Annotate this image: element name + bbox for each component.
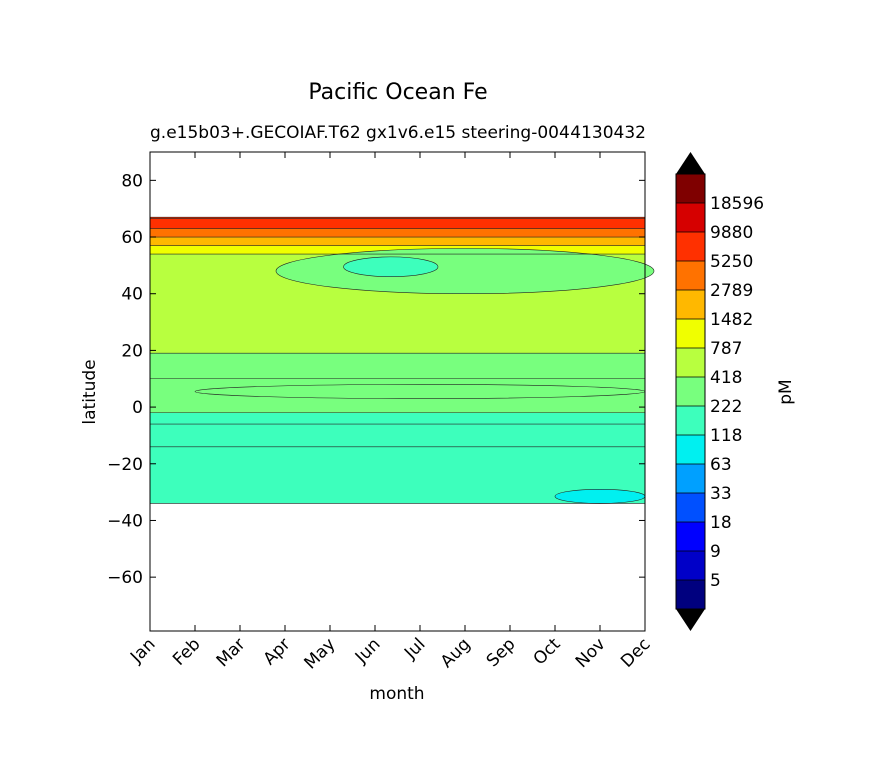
contour-band-9 (150, 424, 645, 447)
y-tick-label: −40 (107, 511, 143, 531)
plot-area (149, 151, 655, 632)
plot-frame (149, 151, 646, 632)
colorbar-swatch (676, 348, 705, 377)
colorbar-swatch (676, 580, 705, 609)
contour-band-6 (150, 353, 645, 379)
colorbar-swatch (676, 493, 705, 522)
colorbar-tick-label: 18 (710, 513, 732, 533)
y-axis: 80 60 40 20 0 −20 −40 −60 (107, 171, 645, 588)
x-tick-label: Apr (260, 634, 295, 669)
x-tick-label: Feb (169, 634, 204, 669)
colorbar-over-arrow (676, 152, 705, 174)
colorbar-tick-label: 63 (710, 455, 732, 475)
chart-subtitle: g.e15b03+.GECOIAF.T62 gx1v6.e15 steering… (150, 123, 570, 143)
colorbar-tick-label: 2789 (710, 281, 753, 301)
x-tick-label: Aug (437, 634, 475, 672)
colorbar-label: pM (776, 379, 796, 404)
colorbar: 5 9 18 33 63 118 222 418 787 1482 2789 5250 9880 1859… (675, 152, 764, 631)
colorbar-under-arrow (676, 609, 705, 631)
colorbar-swatch (676, 319, 705, 348)
colorbar-tick-label: 9 (710, 542, 721, 562)
x-tick-label: Jul (400, 634, 429, 663)
x-tick-label: Mar (213, 634, 250, 671)
contour-band-2 (150, 228, 645, 238)
south-pacific-aqua-patch (554, 488, 646, 504)
x-tick-label: Nov (572, 634, 610, 672)
colorbar-swatch (676, 435, 705, 464)
y-tick-label: 20 (121, 341, 143, 361)
x-axis-label: month (369, 684, 424, 704)
colorbar-tick-label: 1482 (710, 310, 753, 330)
colorbar-tick-label: 5 (710, 571, 721, 591)
colorbar-tick-label: 222 (710, 397, 742, 417)
colorbar-tick-label: 9880 (710, 223, 753, 243)
colorbar-swatch (676, 522, 705, 551)
north-pacific-green-patch (275, 248, 655, 295)
colorbar-tick-label: 418 (710, 368, 742, 388)
colorbar-swatch (676, 377, 705, 406)
y-tick-label: 80 (121, 171, 143, 191)
contour-band-8 (150, 412, 645, 425)
x-tick-label: Sep (483, 634, 520, 671)
colorbar-tick-label: 787 (710, 339, 742, 359)
chart-title: Pacific Ocean Fe (308, 80, 487, 105)
colorbar-tick-label: 5250 (710, 252, 753, 272)
y-axis-label: latitude (80, 359, 100, 424)
north-pacific-cyan-patch (343, 256, 439, 278)
contour-band-3 (150, 237, 645, 246)
y-tick-label: −20 (107, 455, 143, 475)
chart-subtitle-id: 4130432 (570, 123, 646, 143)
colorbar-tick-label: 118 (710, 426, 742, 446)
equatorial-green-strip (194, 384, 646, 399)
colorbar-swatch (676, 174, 705, 203)
y-tick-label: 60 (121, 228, 143, 248)
colorbar-swatch (676, 551, 705, 580)
colorbar-tick-label: 18596 (710, 194, 764, 214)
colorbar-tick-label: 33 (710, 484, 732, 504)
colorbar-swatch (676, 261, 705, 290)
x-tick-label: Dec (617, 634, 654, 671)
colorbar-frame (675, 173, 706, 610)
colorbar-swatch (676, 290, 705, 319)
x-tick-label: May (301, 634, 340, 673)
colorbar-swatch (676, 464, 705, 493)
colorbar-swatch (676, 232, 705, 261)
x-tick-label: Jan (126, 634, 159, 667)
colorbar-swatch (676, 406, 705, 435)
x-tick-label: Oct (530, 634, 565, 669)
y-tick-label: 40 (121, 285, 143, 305)
colorbar-swatch (676, 203, 705, 232)
contour-band-1 (150, 218, 645, 229)
contour-band-0 (150, 217, 645, 219)
y-tick-label: −60 (107, 568, 143, 588)
y-tick-label: 0 (132, 398, 143, 418)
x-tick-label: Jun (351, 634, 385, 668)
